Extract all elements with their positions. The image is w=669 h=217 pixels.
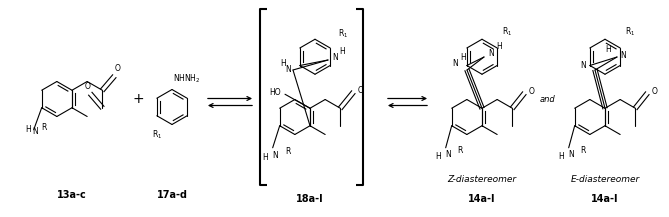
Text: N: N — [285, 64, 291, 74]
Text: R$_1$: R$_1$ — [625, 26, 636, 38]
Text: H: H — [25, 125, 31, 134]
Text: 17a-d: 17a-d — [157, 190, 187, 200]
Text: NHNH$_2$: NHNH$_2$ — [173, 73, 201, 85]
Text: H: H — [435, 152, 441, 161]
Text: 14a-l: 14a-l — [468, 194, 496, 204]
Text: H: H — [280, 59, 286, 69]
Text: O: O — [652, 87, 657, 96]
Text: Z-diastereomer: Z-diastereomer — [448, 174, 516, 184]
Text: and: and — [540, 94, 556, 104]
Text: R$_1$: R$_1$ — [502, 26, 512, 38]
Text: O: O — [529, 87, 534, 96]
Text: 18a-l: 18a-l — [296, 194, 324, 204]
Text: N: N — [568, 150, 573, 159]
Text: O: O — [114, 64, 120, 73]
Text: N: N — [32, 127, 37, 136]
Text: R$_1$: R$_1$ — [338, 28, 349, 40]
Text: O: O — [84, 82, 90, 91]
Text: H: H — [605, 46, 611, 54]
Text: 13a-c: 13a-c — [57, 190, 87, 200]
Text: R: R — [285, 147, 290, 156]
Text: N: N — [452, 59, 458, 69]
Text: 14a-l: 14a-l — [591, 194, 619, 204]
Text: N: N — [488, 49, 494, 58]
Text: N: N — [580, 61, 586, 71]
Text: H: H — [339, 48, 345, 56]
Text: N: N — [620, 51, 626, 59]
Text: R$_1$: R$_1$ — [152, 129, 162, 141]
Text: H: H — [460, 54, 466, 62]
Text: N: N — [332, 53, 338, 61]
Text: +: + — [132, 92, 144, 106]
Text: R: R — [457, 146, 462, 155]
Text: O: O — [357, 86, 363, 95]
Text: N: N — [272, 151, 278, 160]
Text: R: R — [580, 146, 585, 155]
Text: H: H — [558, 152, 563, 161]
Text: R: R — [41, 123, 46, 132]
Text: E-diastereomer: E-diastereomer — [571, 174, 640, 184]
Text: H: H — [496, 43, 502, 51]
Text: HO: HO — [270, 88, 281, 97]
Text: N: N — [445, 150, 450, 159]
Text: H: H — [262, 153, 268, 162]
